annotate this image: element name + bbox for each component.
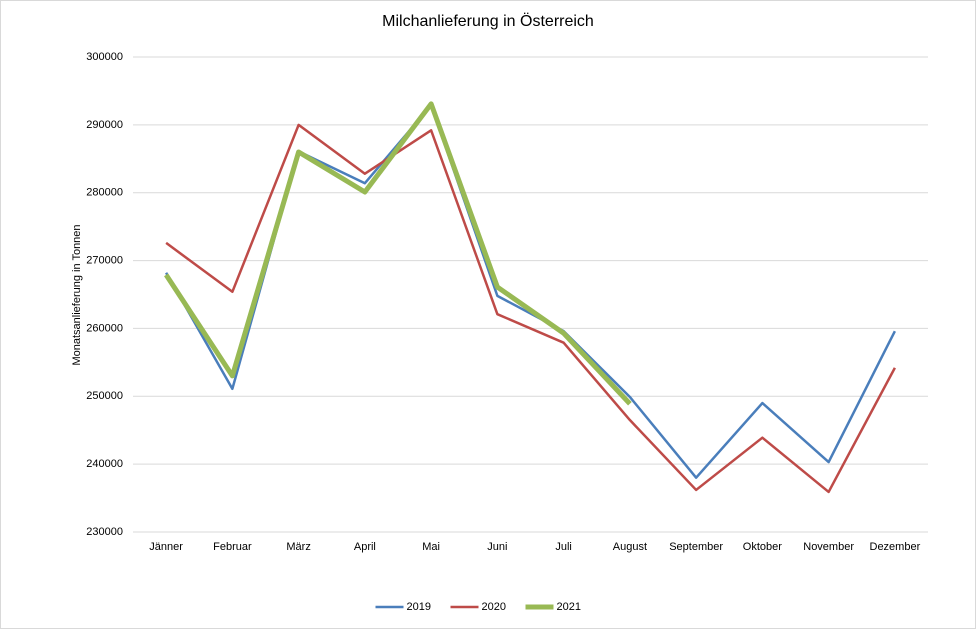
line-series xyxy=(165,123,896,494)
x-tick-label: Juni xyxy=(487,541,507,553)
x-tick-label: Dezember xyxy=(870,541,921,553)
x-tick-label: November xyxy=(803,541,854,553)
y-tick-label: 260000 xyxy=(86,322,123,334)
y-axis-label: Monatsanlieferung in Tonnen xyxy=(71,224,83,365)
y-tick-label: 230000 xyxy=(86,526,123,538)
y-tick-label: 270000 xyxy=(86,254,123,266)
x-tick-label: Februar xyxy=(213,541,252,553)
x-tick-label: Jänner xyxy=(149,541,183,553)
x-tick-label: September xyxy=(669,541,723,553)
x-tick-label: Oktober xyxy=(743,541,782,553)
legend-label: 2021 xyxy=(557,601,581,613)
y-tick-label: 240000 xyxy=(86,458,123,470)
x-tick-label: Mai xyxy=(422,541,440,553)
y-tick-label: 250000 xyxy=(86,390,123,402)
y-tick-label: 300000 xyxy=(86,51,123,63)
legend-label: 2020 xyxy=(482,601,506,613)
y-tick-label: 280000 xyxy=(86,187,123,199)
x-tick-label: April xyxy=(354,541,376,553)
x-tick-label: Juli xyxy=(555,541,572,553)
line-series xyxy=(164,101,632,406)
x-tick-label: August xyxy=(613,541,647,553)
chart-title: Milchanlieferung in Österreich xyxy=(382,12,594,30)
x-tick-label: März xyxy=(286,541,310,553)
legend-label: 2019 xyxy=(407,601,431,613)
y-tick-label: 290000 xyxy=(86,119,123,131)
